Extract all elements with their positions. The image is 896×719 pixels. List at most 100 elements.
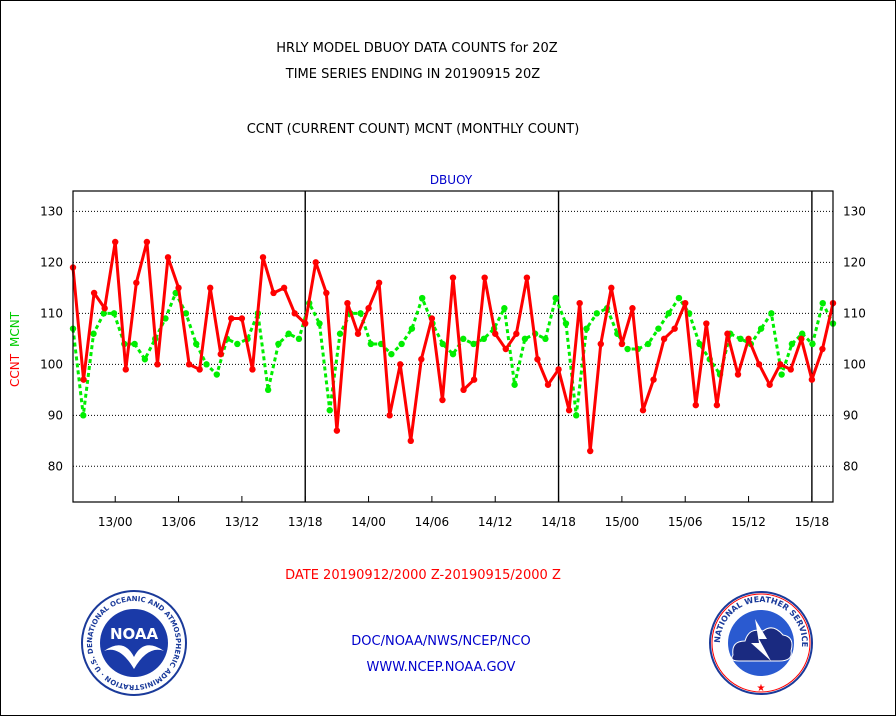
data-point-ccnt (90, 289, 98, 297)
grid-layer (73, 191, 833, 502)
y-tick-label-right: 130 (843, 204, 866, 218)
data-point-ccnt (365, 305, 372, 312)
data-point-mcnt (480, 335, 488, 343)
x-tick-label: 14/06 (415, 515, 450, 529)
data-point-ccnt (650, 376, 657, 383)
data-point-ccnt (745, 335, 752, 343)
y-tick-label-left: 110 (40, 306, 63, 320)
data-point-ccnt (228, 315, 235, 322)
data-point-ccnt (270, 289, 277, 297)
data-point-ccnt (386, 412, 393, 419)
data-point-mcnt (357, 310, 364, 317)
data-point-mcnt (162, 315, 169, 322)
data-point-ccnt (375, 279, 383, 286)
y-tick-labels-right: 80 90 100 110 120 130 (843, 204, 866, 473)
noaa-bird-icon (104, 645, 164, 669)
data-point-ccnt (133, 279, 140, 286)
data-point-ccnt (819, 345, 826, 353)
data-point-mcnt (80, 412, 87, 419)
data-point-mcnt (408, 325, 416, 332)
plot-border (72, 190, 834, 503)
y-tick-labels-left: 80 90 100 110 120 130 (40, 204, 63, 473)
data-point-ccnt (164, 254, 172, 261)
data-point-mcnt (295, 335, 303, 343)
x-tick-label: 13/12 (225, 515, 260, 529)
data-point-ccnt (407, 437, 414, 445)
data-point-mcnt (100, 310, 108, 317)
series-layer (69, 238, 837, 455)
data-point-ccnt (280, 284, 288, 292)
data-point-ccnt (354, 330, 362, 337)
data-point-mcnt (131, 340, 138, 348)
data-point-mcnt (521, 335, 529, 343)
series-line-mcnt (71, 291, 835, 417)
x-tick-label: 13/06 (161, 515, 196, 529)
y-tick-label-right: 120 (843, 255, 866, 269)
y-tick-label-right: 80 (843, 459, 858, 473)
data-point-ccnt (238, 315, 246, 322)
data-point-mcnt (110, 310, 118, 317)
chart-title-line2: TIME SERIES ENDING IN 20190915 20Z (285, 67, 541, 82)
data-point-mcnt (460, 335, 467, 343)
data-point-ccnt (639, 407, 647, 414)
data-point-ccnt (734, 371, 742, 378)
data-point-ccnt (502, 345, 509, 353)
data-point-mcnt (193, 340, 200, 348)
data-point-mcnt (809, 340, 816, 348)
x-tick-label: 15/00 (605, 515, 640, 529)
data-point-ccnt (787, 366, 794, 373)
data-point-mcnt (798, 330, 806, 337)
data-point-ccnt (143, 238, 151, 246)
x-tick-label: 14/00 (351, 515, 386, 529)
noaa-logo-text: NOAA (110, 625, 159, 643)
data-point-ccnt (333, 427, 341, 434)
data-point-ccnt (629, 305, 636, 312)
data-point-mcnt (264, 386, 272, 394)
x-tick-label: 13/00 (98, 515, 133, 529)
nws-logo[interactable]: NATIONAL WEATHER SERVICE ★ (709, 591, 813, 695)
x-tick-label: 14/12 (478, 515, 513, 529)
data-point-ccnt (175, 284, 182, 292)
data-point-ccnt (196, 366, 203, 373)
data-point-mcnt (172, 289, 179, 297)
data-point-mcnt (439, 340, 446, 348)
data-point-ccnt (798, 335, 805, 343)
data-point-ccnt (692, 401, 699, 409)
url-line[interactable]: WWW.NCEP.NOAA.GOV (367, 660, 516, 675)
data-point-mcnt (562, 320, 570, 327)
x-tick-label: 15/12 (731, 515, 766, 529)
org-line[interactable]: DOC/NOAA/NWS/NCEP/NCO (351, 634, 530, 649)
data-point-ccnt (259, 254, 267, 261)
data-point-ccnt (449, 274, 457, 281)
noaa-logo[interactable]: NATIONAL OCEANIC AND ATMOSPHERIC ADMINIS… (81, 590, 187, 696)
data-point-mcnt (275, 340, 282, 348)
data-point-ccnt (418, 356, 425, 363)
data-point-mcnt (316, 320, 323, 327)
x-tick-label: 13/18 (288, 515, 323, 529)
data-point-mcnt (203, 361, 210, 368)
x-tick-label: 14/18 (541, 515, 576, 529)
y-tick-label-left: 80 (48, 459, 63, 473)
y-tick-label-left: 120 (40, 255, 63, 269)
data-point-ccnt (249, 366, 256, 373)
data-point-mcnt (778, 371, 785, 378)
data-point-ccnt (713, 401, 721, 409)
data-point-ccnt (154, 361, 161, 368)
data-point-mcnt (449, 350, 457, 358)
data-point-ccnt (766, 381, 773, 388)
data-point-ccnt (555, 366, 562, 373)
data-point-ccnt (808, 376, 816, 383)
data-point-ccnt (671, 325, 678, 332)
data-point-ccnt (112, 238, 119, 246)
data-point-mcnt (388, 350, 395, 358)
data-point-ccnt (428, 315, 436, 322)
y-tick-label-left: 90 (48, 408, 63, 422)
x-tick-labels: 13/00 13/06 13/12 13/18 14/00 14/06 14/12 14/18… (98, 496, 829, 529)
y-axis-label-mcnt: MCNT (8, 311, 22, 347)
x-tick-label: 15/06 (668, 515, 703, 529)
data-point-ccnt (323, 289, 330, 297)
y-tick-label-left: 130 (40, 204, 63, 218)
data-point-mcnt (552, 294, 559, 302)
data-point-ccnt (207, 284, 214, 292)
data-point-ccnt (291, 310, 298, 317)
